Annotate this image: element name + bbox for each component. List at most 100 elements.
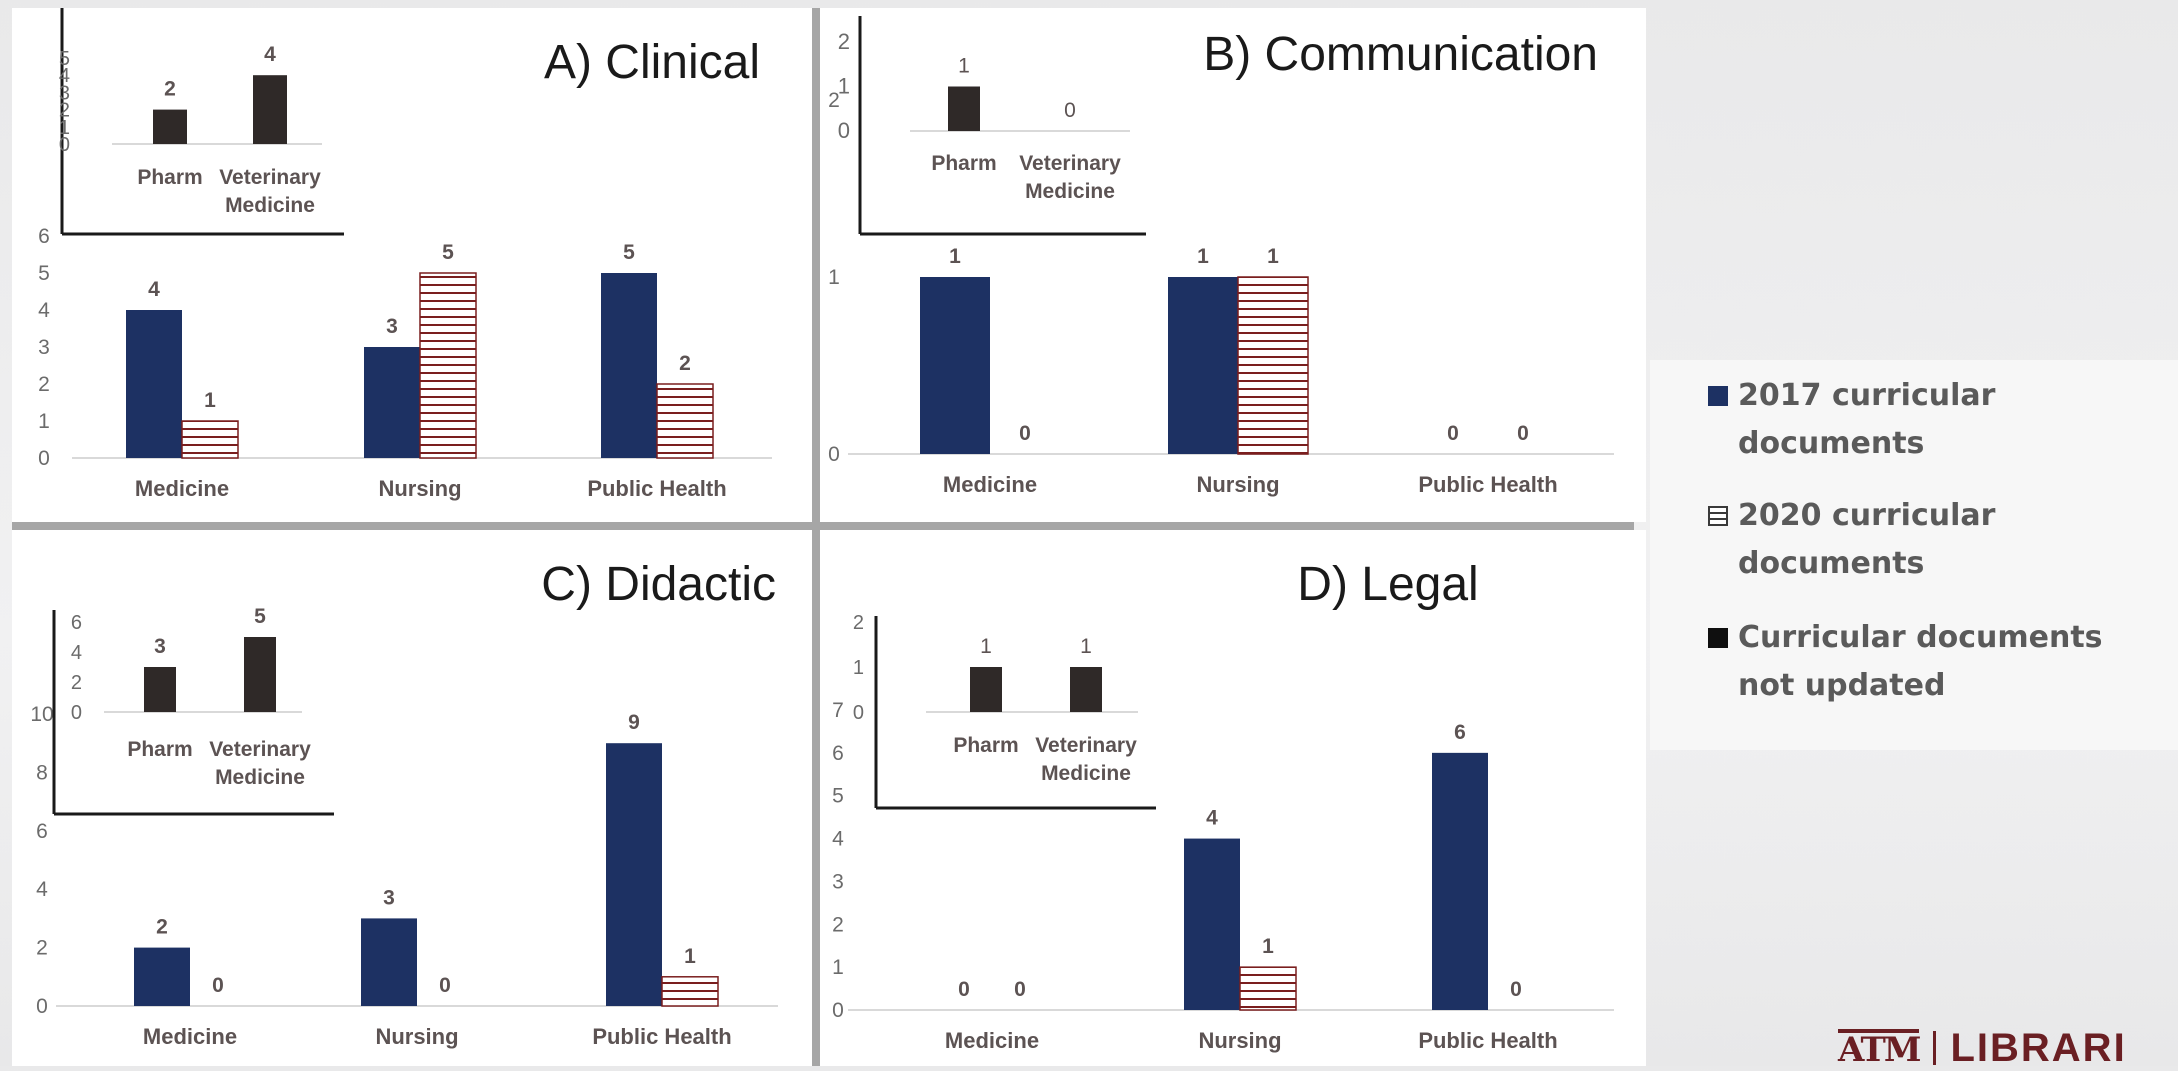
data-label-2020: 0 [1019, 422, 1031, 445]
y-tick-label: 0 [38, 447, 50, 470]
inset-bar [948, 86, 980, 131]
bar-2017 [134, 947, 190, 1006]
data-label-2020: 0 [1510, 978, 1522, 1001]
y-tick-label: 6 [38, 225, 50, 248]
data-label-2017: 4 [148, 278, 160, 301]
category-label: Public Health [1418, 1028, 1557, 1053]
inset-y-tick-label: 4 [59, 65, 70, 87]
inset-bar [253, 75, 287, 144]
data-label-2020: 1 [1267, 245, 1279, 268]
inset-bar [144, 667, 176, 712]
category-label: Public Health [592, 1024, 731, 1049]
panel-legal: 0 1 2 3 4 5 6 7 0 0 Medicine 4 1 Nursing 6 0 Public Heal… [820, 530, 1646, 1066]
inset-y-tick-label: 3 [59, 82, 70, 104]
data-label-2017: 6 [1454, 721, 1466, 744]
inset-y-tick-label: 6 [71, 612, 82, 634]
inset-bar [970, 667, 1002, 712]
legend-swatch-hatched [1708, 506, 1728, 526]
category-label: Medicine [943, 472, 1037, 497]
inset-category-label: Medicine [1025, 180, 1115, 203]
inset-bar [1070, 667, 1102, 712]
data-label-2020: 1 [684, 945, 696, 968]
y-tick-label: 7 [832, 699, 844, 722]
data-label-2020: 1 [1262, 935, 1274, 958]
legend-swatch-black [1708, 628, 1728, 648]
inset-category-label: Medicine [1041, 762, 1131, 785]
inset-data-label: 4 [264, 43, 276, 66]
data-label-2020: 0 [1014, 978, 1026, 1001]
category-label: Nursing [1196, 472, 1279, 497]
logo-text: LIBRARI [1950, 1025, 2127, 1070]
inset-category-label: Pharm [953, 734, 1018, 757]
chart-title: B) Communication [1203, 28, 1598, 81]
legend-label: Curricular documents not updated [1738, 620, 2103, 703]
y-tick-label: 3 [832, 870, 844, 893]
panel-didactic: 0 2 4 6 8 10 2 0 Medicine 3 0 Nursing 9 1 Public Healt… [12, 530, 812, 1066]
divider-vertical [812, 8, 820, 1066]
y-tick-label: 2 [38, 373, 50, 396]
y-tick-label: 0 [828, 443, 840, 466]
inset-background [62, 8, 344, 234]
inset-chart: 0 1 2 1 Pharm 1 Veterinary Medicine [853, 612, 1156, 810]
inset-data-label: 1 [958, 55, 970, 78]
bar-2017 [920, 277, 990, 454]
chart-title: A) Clinical [544, 36, 760, 89]
y-tick-label: 5 [832, 785, 844, 808]
legend-swatch-navy [1708, 386, 1728, 406]
data-label-2020: 1 [204, 389, 216, 412]
inset-bar [153, 109, 187, 144]
y-tick-label: 10 [30, 703, 53, 726]
chart-didactic: 0 2 4 6 8 10 2 0 Medicine 3 0 Nursing 9 1 Public Healt… [30, 558, 778, 1049]
inset-data-label: 2 [164, 78, 176, 101]
data-label-2017: 5 [623, 241, 635, 264]
inset-category-label: Medicine [225, 194, 315, 217]
bar-2020 [1239, 966, 1297, 1011]
inset-y-tick-label: 2 [71, 672, 82, 694]
inset-data-label: 0 [1064, 99, 1076, 122]
inset-data-label: 1 [980, 635, 992, 658]
y-tick-label: 0 [832, 999, 844, 1022]
panel-communication: 0 1 2 1 0 Medicine 1 1 Nursing 0 0 Public Health B) … [820, 8, 1646, 522]
inset-chart: 0 2 4 6 3 Pharm 5 Veterinary Medicine [52, 605, 334, 816]
y-tick-label: 6 [36, 820, 48, 843]
category-label: Medicine [143, 1024, 237, 1049]
legend-item-2020: 2020 curricular documents [1708, 492, 2178, 588]
inset-category-label: Veterinary [209, 738, 311, 761]
data-label-2020: 5 [442, 241, 454, 264]
data-label-2017: 0 [1447, 422, 1459, 445]
data-label-2017: 2 [156, 916, 168, 939]
inset-y-tick-label: 2 [59, 100, 70, 122]
bar-2017 [601, 273, 657, 458]
category-label: Public Health [1418, 472, 1557, 497]
data-label-2017: 9 [628, 711, 640, 734]
divider-horizontal [12, 522, 1634, 530]
y-tick-label: 4 [38, 299, 50, 322]
category-label: Public Health [587, 476, 726, 501]
legend-item-not-updated: Curricular documents not updated [1708, 614, 2168, 710]
y-tick-label: 1 [38, 410, 50, 433]
bar-2017 [1432, 752, 1488, 1010]
data-label-2020: 0 [439, 974, 451, 997]
legend-item-2017: 2017 curricular documents [1708, 372, 2178, 468]
panel-clinical: 0 1 2 3 4 5 6 4 1 Medicine 3 5 Nursing 5 2 Public Healt… [12, 8, 812, 522]
inset-category-label: Pharm [137, 166, 202, 189]
inset-y-tick-label: 0 [71, 702, 82, 724]
data-label-2017: 1 [1197, 245, 1209, 268]
tamu-libraries-logo: ATM LIBRARI [1838, 1025, 2127, 1070]
data-label-2020: 2 [679, 352, 691, 375]
bar-2017 [126, 310, 182, 458]
inset-data-label: 5 [254, 605, 266, 628]
inset-y-tick-label: 5 [59, 48, 70, 70]
category-label: Nursing [1198, 1028, 1281, 1053]
logo-separator [1933, 1031, 1937, 1065]
data-label-2017: 0 [958, 978, 970, 1001]
category-label: Medicine [135, 476, 229, 501]
legend-label: 2017 curricular documents [1738, 378, 1996, 461]
legend-label: 2020 curricular documents [1738, 498, 1996, 581]
inset-y-tick-label: 1 [838, 74, 850, 99]
inset-category-label: Medicine [215, 766, 305, 789]
y-tick-label: 3 [38, 336, 50, 359]
